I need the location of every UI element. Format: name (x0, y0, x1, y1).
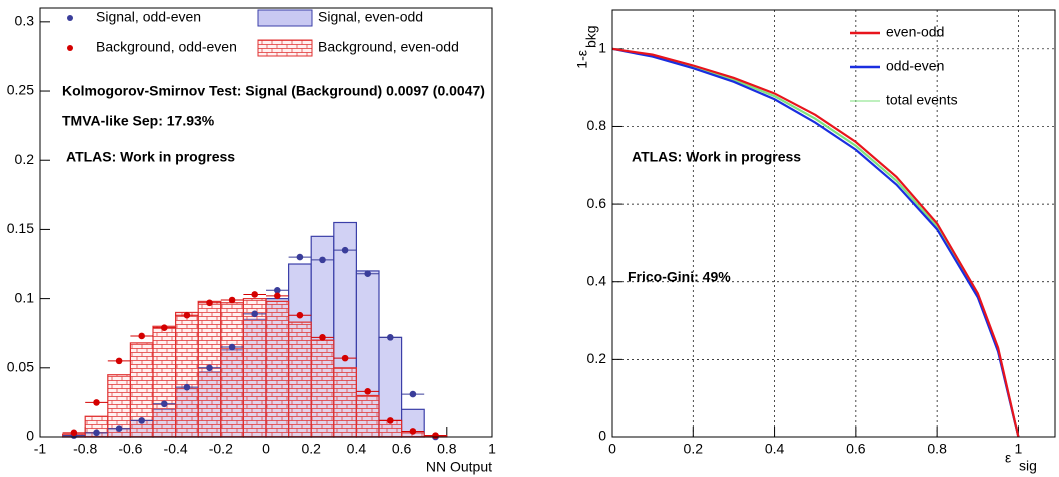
data-point (161, 400, 168, 408)
y-tick-label: 0.6 (587, 195, 607, 211)
data-point (409, 428, 417, 435)
x-tick-label: -1 (34, 441, 47, 457)
y-tick-label: 0.3 (15, 13, 35, 29)
data-point (93, 399, 100, 406)
data-point (364, 270, 372, 278)
x-tick-label: -0.6 (118, 441, 142, 457)
x-tick-label: 0.4 (765, 441, 785, 457)
x-axis-label: ε (1005, 450, 1011, 466)
x-tick-label: 1 (488, 441, 496, 457)
data-point (183, 311, 191, 319)
x-axis-label-sub: sig (1019, 458, 1037, 474)
data-point (115, 425, 123, 432)
plot-frame (39, 7, 493, 438)
x-tick-label: -0.4 (164, 441, 188, 457)
annotation: TMVA-like Sep: 17.93% (62, 113, 215, 129)
data-point (93, 429, 100, 437)
data-point (138, 332, 145, 340)
legend-marker (257, 9, 313, 27)
data-point (364, 388, 372, 395)
annotation: ATLAS: Work in progress (66, 149, 235, 165)
y-tick-label: 0.05 (7, 359, 34, 375)
data-point (206, 364, 213, 372)
y-axis-label-sub: bkg (583, 25, 599, 48)
x-tick-label: -0.8 (73, 441, 97, 457)
legend-label: total events (886, 92, 958, 108)
y-tick-label: 1 (598, 40, 606, 56)
legend-marker (257, 39, 313, 57)
legend-label: Background, odd-even (96, 39, 237, 55)
legend-marker (67, 45, 73, 51)
x-tick-label: 1 (1015, 441, 1023, 457)
y-tick-label: 0.2 (587, 350, 607, 366)
roc-curve (611, 47, 1020, 438)
histogram-bar (242, 298, 267, 438)
data-point (409, 390, 417, 398)
legend-label: Background, even-odd (318, 39, 459, 55)
histogram-bar (265, 300, 290, 438)
legend-label: Signal, odd-even (96, 9, 201, 25)
data-point (251, 291, 258, 298)
y-tick-label: 0.8 (587, 117, 607, 133)
x-tick-label: 0.2 (684, 441, 704, 457)
data-point (183, 383, 191, 391)
y-tick-label: 0.25 (7, 82, 34, 98)
x-tick-label: 0.8 (927, 441, 947, 457)
x-tick-label: 0 (608, 441, 616, 457)
histogram-bar (220, 302, 245, 438)
plot-frame (611, 9, 1056, 438)
y-tick-label: 0 (26, 428, 34, 444)
x-tick-label: 0.6 (846, 441, 866, 457)
data-point (319, 334, 326, 341)
data-point (296, 311, 304, 319)
data-point (274, 287, 281, 294)
histogram-bar (355, 394, 380, 438)
y-axis-label: 1-ε (574, 50, 590, 69)
x-tick-label: 0 (262, 441, 270, 457)
data-point (387, 417, 394, 424)
data-point (161, 324, 168, 331)
histogram-bar (152, 325, 177, 438)
legend-label: Signal, even-odd (318, 9, 423, 25)
x-tick-label: 0.6 (392, 441, 412, 457)
data-point (228, 296, 236, 304)
data-point (206, 299, 213, 307)
data-point (70, 429, 78, 437)
annotation: Kolmogorov-Smirnov Test: Signal (Backgro… (62, 83, 485, 99)
histogram-bar (175, 311, 199, 438)
y-tick-label: 0.15 (7, 220, 34, 236)
data-point (387, 334, 394, 341)
data-point (432, 432, 439, 439)
histogram-bar (310, 339, 335, 438)
data-point (251, 310, 258, 318)
x-tick-label: -0.2 (209, 441, 233, 457)
data-point (228, 343, 236, 351)
x-tick-label: 0.2 (301, 441, 321, 457)
legend-label: even-odd (886, 24, 944, 40)
roc-curve (611, 47, 1020, 438)
data-point (341, 354, 349, 362)
data-point (341, 246, 349, 254)
x-axis-label: NN Output (426, 459, 492, 475)
y-tick-label: 0.2 (15, 151, 35, 167)
y-tick-label: 0.1 (15, 289, 35, 305)
data-point (138, 417, 145, 424)
data-point (115, 357, 123, 365)
annotation: Frico-Gini: 49% (628, 269, 731, 285)
y-tick-label: 0 (598, 428, 606, 444)
histogram-bar (333, 367, 357, 438)
data-point (296, 253, 304, 261)
x-tick-label: 0.8 (437, 441, 457, 457)
y-tick-label: 0.4 (587, 272, 607, 288)
x-tick-label: 0.4 (347, 441, 367, 457)
data-point (319, 256, 326, 264)
legend-label: odd-even (886, 58, 944, 74)
histogram-bar (288, 321, 312, 438)
data-point (274, 292, 281, 300)
legend-marker (67, 15, 73, 21)
annotation: ATLAS: Work in progress (632, 149, 801, 165)
